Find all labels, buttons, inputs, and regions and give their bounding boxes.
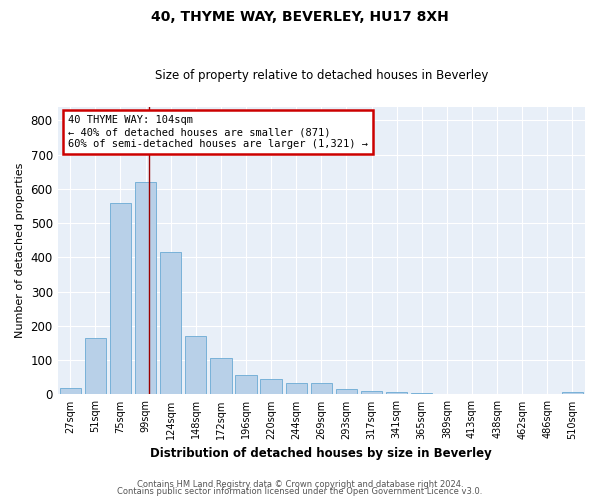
Bar	[311, 383, 332, 394]
Bar	[235, 375, 257, 394]
Bar	[286, 383, 307, 394]
Text: Contains public sector information licensed under the Open Government Licence v3: Contains public sector information licen…	[118, 487, 482, 496]
Bar	[85, 338, 106, 394]
Bar	[411, 392, 433, 394]
X-axis label: Distribution of detached houses by size in Beverley: Distribution of detached houses by size …	[151, 447, 492, 460]
Bar	[562, 392, 583, 394]
Bar	[336, 390, 357, 394]
Bar	[59, 388, 81, 394]
Text: 40, THYME WAY, BEVERLEY, HU17 8XH: 40, THYME WAY, BEVERLEY, HU17 8XH	[151, 10, 449, 24]
Bar	[260, 379, 282, 394]
Bar	[361, 391, 382, 394]
Bar	[185, 336, 206, 394]
Bar	[160, 252, 181, 394]
Bar	[386, 392, 407, 394]
Bar	[110, 202, 131, 394]
Bar	[135, 182, 156, 394]
Title: Size of property relative to detached houses in Beverley: Size of property relative to detached ho…	[155, 69, 488, 82]
Text: Contains HM Land Registry data © Crown copyright and database right 2024.: Contains HM Land Registry data © Crown c…	[137, 480, 463, 489]
Y-axis label: Number of detached properties: Number of detached properties	[15, 163, 25, 338]
Bar	[210, 358, 232, 394]
Text: 40 THYME WAY: 104sqm
← 40% of detached houses are smaller (871)
60% of semi-deta: 40 THYME WAY: 104sqm ← 40% of detached h…	[68, 116, 368, 148]
